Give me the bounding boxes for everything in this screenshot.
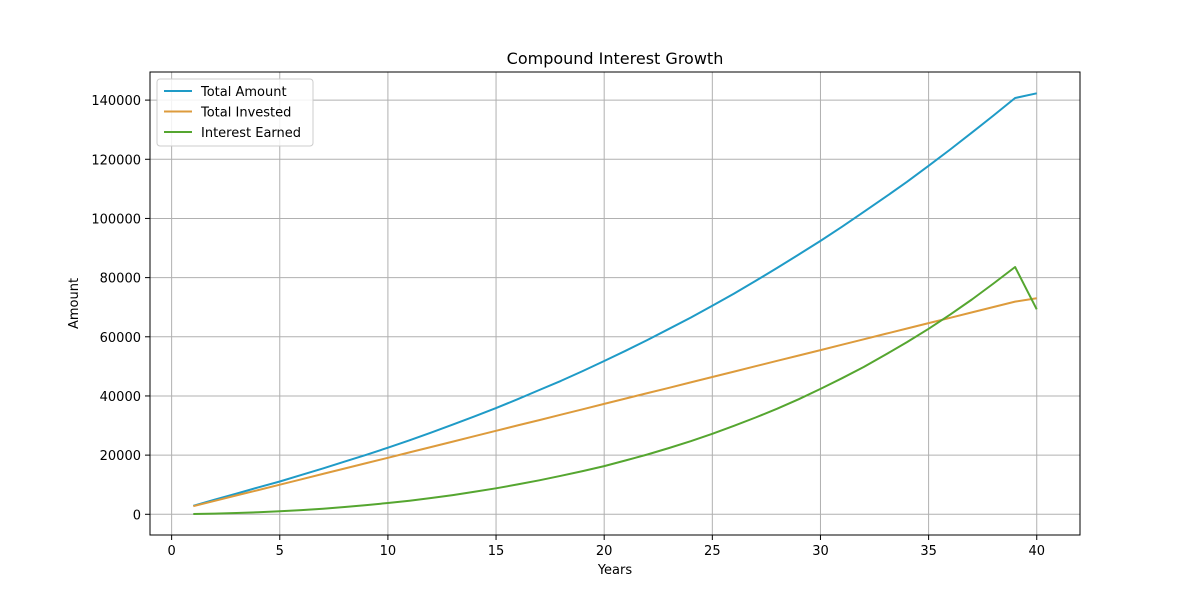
y-axis: 0 20000 40000 60000 80000 100000 120000 140000	[91, 94, 150, 523]
plot-area	[149, 71, 1081, 536]
y-tick-label: 80000	[100, 272, 141, 287]
grid	[150, 72, 1080, 535]
x-tick-label: 5	[276, 544, 284, 559]
y-tick-label: 60000	[100, 331, 141, 346]
y-tick-label: 20000	[100, 449, 141, 464]
x-axis-label: Years	[597, 563, 633, 578]
y-tick-label: 100000	[91, 212, 141, 227]
x-tick-label: 20	[596, 544, 613, 559]
series-line-1	[193, 297, 1037, 508]
x-tick-label: 35	[920, 544, 937, 559]
y-tick-label: 40000	[100, 390, 141, 405]
y-tick-label: 0	[133, 508, 141, 523]
x-tick-label: 15	[488, 544, 505, 559]
legend: Total Amount Total Invested Interest Earne…	[156, 78, 314, 147]
series-line-0	[193, 92, 1037, 507]
x-tick-label: 0	[167, 544, 175, 559]
legend-entry: Total Invested	[200, 106, 291, 121]
legend-entry: Total Amount	[200, 85, 287, 100]
legend-entry: Interest Earned	[201, 126, 301, 141]
y-axis-label: Amount	[67, 278, 82, 329]
x-tick-label: 40	[1028, 544, 1045, 559]
x-tick-label: 10	[380, 544, 397, 559]
x-tick-label: 25	[704, 544, 721, 559]
x-axis: 0 5 10 15 20 25 30 35 40	[167, 535, 1045, 559]
y-tick-label: 120000	[91, 153, 141, 168]
chart-title: Compound Interest Growth	[507, 49, 724, 68]
series-line-2	[193, 266, 1038, 515]
series-layer	[193, 92, 1038, 515]
y-tick-label: 140000	[91, 94, 141, 109]
x-tick-label: 30	[812, 544, 829, 559]
legend-box	[156, 78, 314, 147]
